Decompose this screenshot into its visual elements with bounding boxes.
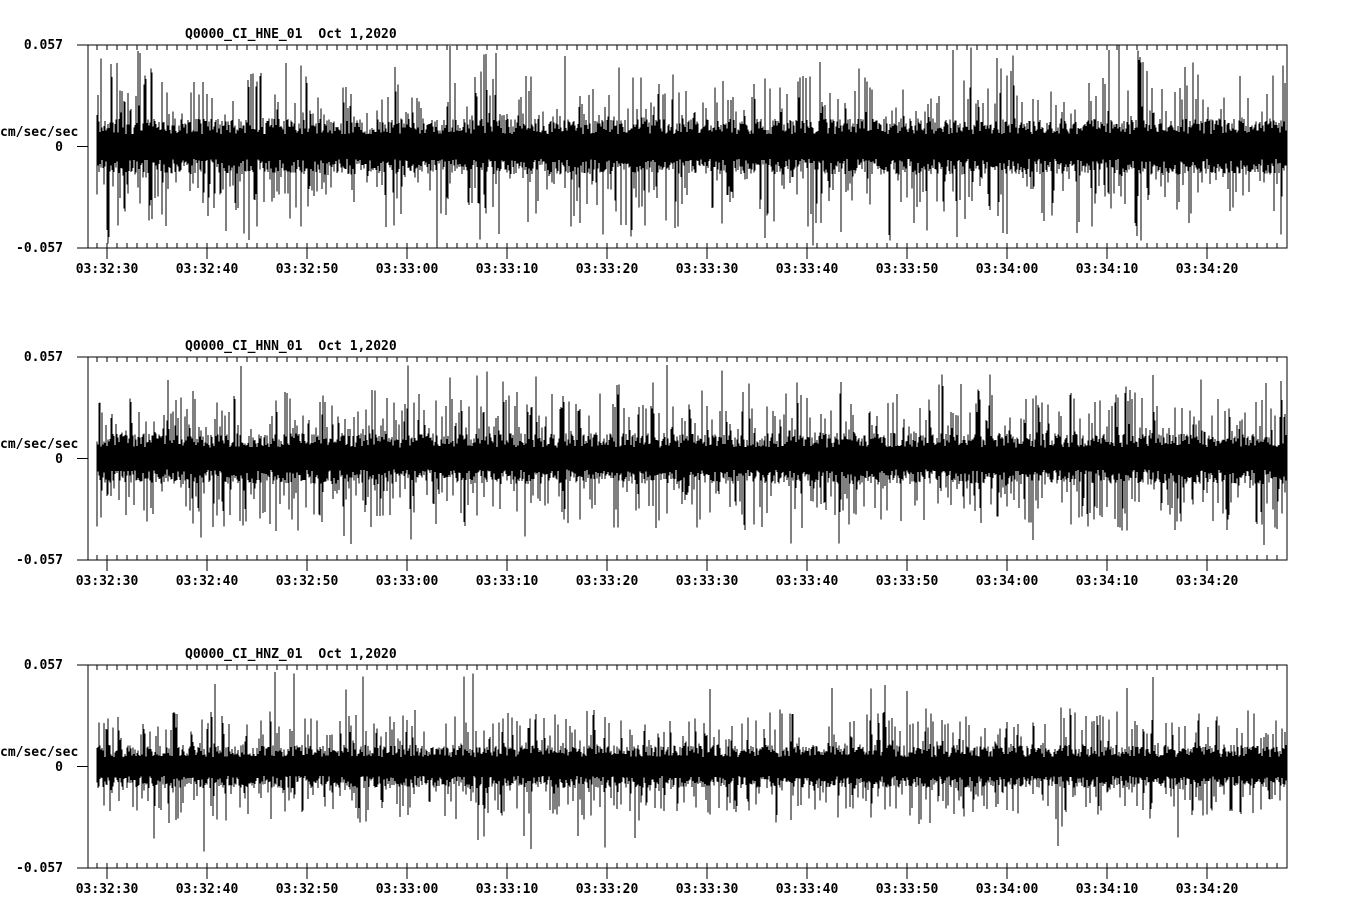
x-tick-label: 03:33:20 <box>575 882 639 897</box>
x-tick-label: 03:33:40 <box>775 574 839 589</box>
x-tick-label: 03:34:00 <box>975 574 1039 589</box>
plot-title: Q0000_CI_HNE_01 <box>185 27 303 42</box>
x-tick-label: 03:33:20 <box>575 574 639 589</box>
y-tick-label: 0.057 <box>23 350 63 365</box>
x-tick-label: 03:33:30 <box>675 574 739 589</box>
x-tick-label: 03:34:00 <box>975 882 1039 897</box>
x-tick-label: 03:32:30 <box>75 262 139 277</box>
title-spacer <box>302 648 318 662</box>
y-tick-label: -0.057 <box>16 241 63 256</box>
x-tick-label: 03:33:50 <box>875 262 939 277</box>
x-tick-label: 03:34:10 <box>1075 882 1139 897</box>
x-tick-label: 03:33:00 <box>375 574 439 589</box>
title-spacer <box>302 340 318 354</box>
x-tick-label: 03:32:30 <box>75 882 139 897</box>
y-tick-label: 0.057 <box>23 38 63 53</box>
x-tick-label: 03:32:50 <box>275 262 339 277</box>
y-tick-label: 0.057 <box>23 658 63 673</box>
x-tick-label: 03:33:00 <box>375 882 439 897</box>
waveform-trace-1 <box>96 365 1287 546</box>
x-tick-label: 03:32:30 <box>75 574 139 589</box>
x-tick-label: 03:32:40 <box>175 882 239 897</box>
plot-title: Q0000_CI_HNZ_01 <box>185 647 303 662</box>
x-tick-label: 03:32:40 <box>175 574 239 589</box>
x-tick-label: 03:32:50 <box>275 882 339 897</box>
y-axis-units-label: cm/sec/sec <box>0 124 79 140</box>
x-tick-label: 03:33:10 <box>475 882 539 897</box>
y-axis-units-label: cm/sec/sec <box>0 744 79 760</box>
waveform-trace-2 <box>96 672 1287 852</box>
x-tick-label: 03:32:50 <box>275 574 339 589</box>
y-tick-label: -0.057 <box>16 553 63 568</box>
plot-date-label: Oct 1,2020 <box>318 647 397 662</box>
axis-frame-1 <box>77 356 1288 571</box>
x-tick-label: 03:32:40 <box>175 262 239 277</box>
x-tick-label: 03:33:30 <box>675 262 739 277</box>
x-tick-label: 03:34:20 <box>1175 262 1239 277</box>
axis-frame-2 <box>77 664 1288 879</box>
x-tick-label: 03:33:20 <box>575 262 639 277</box>
x-tick-label: 03:34:10 <box>1075 262 1139 277</box>
x-tick-label: 03:33:50 <box>875 574 939 589</box>
y-tick-label: 0 <box>55 139 63 155</box>
x-tick-label: 03:34:20 <box>1175 882 1239 897</box>
waveform-trace-0 <box>96 45 1287 246</box>
y-tick-label: 0 <box>55 451 63 467</box>
title-spacer <box>302 28 318 42</box>
plot-date-label: Oct 1,2020 <box>318 27 397 42</box>
x-tick-label: 03:33:10 <box>475 574 539 589</box>
plot-title-row: Q0000_CI_HNE_01 Oct 1,2020 <box>185 28 397 42</box>
x-tick-label: 03:34:00 <box>975 262 1039 277</box>
plot-title-row: Q0000_CI_HNZ_01 Oct 1,2020 <box>185 648 397 662</box>
x-tick-label: 03:33:30 <box>675 882 739 897</box>
x-tick-label: 03:33:40 <box>775 882 839 897</box>
x-tick-label: 03:33:10 <box>475 262 539 277</box>
plot-date-label: Oct 1,2020 <box>318 339 397 354</box>
x-tick-label: 03:33:40 <box>775 262 839 277</box>
x-tick-label: 03:33:50 <box>875 882 939 897</box>
plot-title: Q0000_CI_HNN_01 <box>185 339 303 354</box>
y-tick-label: -0.057 <box>16 861 63 876</box>
x-tick-label: 03:33:00 <box>375 262 439 277</box>
y-axis-units-label: cm/sec/sec <box>0 436 79 452</box>
axis-frame-0 <box>77 44 1288 259</box>
x-tick-label: 03:34:20 <box>1175 574 1239 589</box>
plot-title-row: Q0000_CI_HNN_01 Oct 1,2020 <box>185 340 397 354</box>
x-tick-label: 03:34:10 <box>1075 574 1139 589</box>
y-tick-label: 0 <box>55 759 63 775</box>
